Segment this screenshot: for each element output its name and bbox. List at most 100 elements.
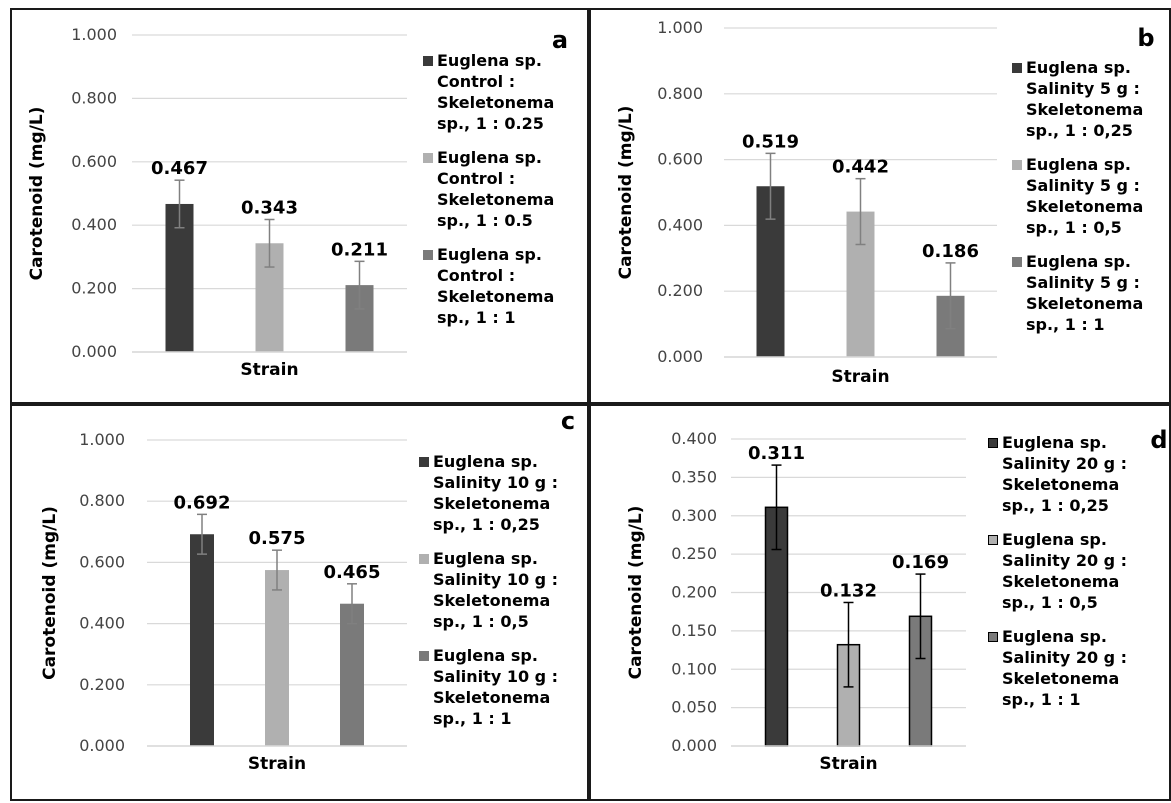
chart-panel-c: 0.000 0.200 0.400 0.600 0.800 1.000 Carotenoid… xyxy=(10,404,589,801)
y-tick-label: 0.600 xyxy=(657,150,703,169)
legend-swatch xyxy=(988,535,998,545)
y-tick-label: 1.000 xyxy=(79,430,125,449)
data-label: 0.692 xyxy=(174,492,231,513)
legend-item: Euglena sp. Salinity 20 g : Skeletonema … xyxy=(988,626,1168,710)
y-tick-label: 0.400 xyxy=(671,429,717,448)
legend-item: Euglena sp. Salinity 20 g : Skeletonema … xyxy=(988,432,1168,516)
y-tick-label: 0.000 xyxy=(671,736,717,755)
y-tick-label: 0.200 xyxy=(71,279,117,298)
legend-label: Euglena sp. Salinity 5 g : Skeletonema s… xyxy=(1026,252,1144,334)
x-axis-title: Strain xyxy=(819,754,877,774)
y-axis-title: Carotenoid (mg/L) xyxy=(616,106,636,280)
legend-swatch xyxy=(419,651,429,661)
data-label: 0.519 xyxy=(742,131,799,152)
legend-label: Euglena sp. Control : Skeletonema sp., 1… xyxy=(437,51,555,133)
legend-swatch xyxy=(988,438,998,448)
legend-swatch xyxy=(988,632,998,642)
data-label: 0.575 xyxy=(249,528,306,549)
chart-plot-c: 0.000 0.200 0.400 0.600 0.800 1.000 Carotenoid… xyxy=(40,407,575,774)
legend-item: Euglena sp. Salinity 5 g : Skeletonema s… xyxy=(1012,154,1170,238)
y-tick-label: 0.400 xyxy=(79,614,125,633)
legend-item: Euglena sp. Salinity 5 g : Skeletonema s… xyxy=(1012,251,1170,335)
y-tick-label: 0.800 xyxy=(79,491,125,510)
chart-panel-b: 0.000 0.200 0.400 0.600 0.800 1.000 Carotenoid… xyxy=(589,8,1171,404)
legend-label: Euglena sp. Salinity 10 g : Skeletonema … xyxy=(433,646,559,728)
legend-swatch xyxy=(419,457,429,467)
legend-label: Euglena sp. Control : Skeletonema sp., 1… xyxy=(437,148,555,230)
chart-panel-a: 0.000 0.200 0.400 0.600 0.800 1.000 Carotenoid… xyxy=(10,8,589,404)
chart-legend-d: Euglena sp. Salinity 20 g : Skeletonema … xyxy=(988,432,1168,723)
y-tick-label: 0.000 xyxy=(657,347,703,366)
legend-label: Euglena sp. Salinity 20 g : Skeletonema … xyxy=(1002,627,1128,709)
bar xyxy=(165,203,194,352)
legend-swatch xyxy=(419,554,429,564)
chart-panel-d: 0.000 0.050 0.100 0.150 0.200 0.250 0.300 0.350… xyxy=(589,404,1171,801)
y-tick-label: 0.200 xyxy=(79,675,125,694)
y-axis-title: Carotenoid (mg/L) xyxy=(27,107,47,281)
data-label: 0.442 xyxy=(832,157,889,178)
legend-swatch xyxy=(423,250,433,260)
legend-item: Euglena sp. Salinity 10 g : Skeletonema … xyxy=(419,645,589,729)
legend-swatch xyxy=(1012,160,1022,170)
y-tick-label: 0.800 xyxy=(657,84,703,103)
legend-swatch xyxy=(1012,257,1022,267)
chart-legend-c: Euglena sp. Salinity 10 g : Skeletonema … xyxy=(419,451,589,742)
bar xyxy=(265,570,289,746)
chart-legend-b: Euglena sp. Salinity 5 g : Skeletonema s… xyxy=(1012,57,1170,348)
data-label: 0.343 xyxy=(241,197,298,218)
y-tick-label: 1.000 xyxy=(71,25,117,44)
y-tick-label: 0.200 xyxy=(657,281,703,300)
panel-letter: c xyxy=(561,407,575,435)
legend-label: Euglena sp. Salinity 5 g : Skeletonema s… xyxy=(1026,155,1144,237)
y-tick-label: 0.150 xyxy=(671,621,717,640)
legend-item: Euglena sp. Salinity 5 g : Skeletonema s… xyxy=(1012,57,1170,141)
x-axis-title: Strain xyxy=(831,367,889,387)
legend-item: Euglena sp. Salinity 10 g : Skeletonema … xyxy=(419,548,589,632)
data-label: 0.186 xyxy=(922,241,979,262)
panel-letter: b xyxy=(1137,24,1154,52)
legend-label: Euglena sp. Salinity 20 g : Skeletonema … xyxy=(1002,530,1128,612)
chart-legend-a: Euglena sp. Control : Skeletonema sp., 1… xyxy=(423,50,588,341)
y-tick-label: 0.600 xyxy=(71,152,117,171)
x-axis-title: Strain xyxy=(240,360,298,380)
data-label: 0.467 xyxy=(151,158,208,179)
legend-label: Euglena sp. Salinity 10 g : Skeletonema … xyxy=(433,549,559,631)
legend-label: Euglena sp. Salinity 20 g : Skeletonema … xyxy=(1002,433,1128,515)
chart-plot-b: 0.000 0.200 0.400 0.600 0.800 1.000 Carotenoid… xyxy=(616,18,1155,387)
legend-label: Euglena sp. Salinity 10 g : Skeletonema … xyxy=(433,452,559,534)
legend-item: Euglena sp. Control : Skeletonema sp., 1… xyxy=(423,244,588,328)
chart-plot-d: 0.000 0.050 0.100 0.150 0.200 0.250 0.300 0.350… xyxy=(626,426,1168,774)
data-label: 0.169 xyxy=(892,552,949,573)
data-label: 0.132 xyxy=(820,580,877,601)
y-tick-label: 0.400 xyxy=(71,215,117,234)
y-axis-title: Carotenoid (mg/L) xyxy=(626,506,646,680)
legend-swatch xyxy=(423,56,433,66)
y-tick-label: 0.400 xyxy=(657,215,703,234)
data-label: 0.465 xyxy=(324,562,381,583)
y-tick-label: 0.800 xyxy=(71,88,117,107)
panel-letter: d xyxy=(1150,426,1167,454)
y-tick-label: 0.100 xyxy=(671,659,717,678)
y-tick-label: 0.600 xyxy=(79,552,125,571)
y-tick-label: 0.250 xyxy=(671,544,717,563)
legend-item: Euglena sp. Control : Skeletonema sp., 1… xyxy=(423,147,588,231)
legend-item: Euglena sp. Control : Skeletonema sp., 1… xyxy=(423,50,588,134)
y-tick-label: 1.000 xyxy=(657,18,703,37)
y-axis-title: Carotenoid (mg/L) xyxy=(40,506,60,680)
y-tick-label: 0.200 xyxy=(671,583,717,602)
y-tick-label: 0.300 xyxy=(671,506,717,525)
legend-swatch xyxy=(423,153,433,163)
bar xyxy=(340,603,364,746)
data-label: 0.211 xyxy=(331,239,388,260)
y-tick-label: 0.000 xyxy=(79,736,125,755)
legend-item: Euglena sp. Salinity 10 g : Skeletonema … xyxy=(419,451,589,535)
bar xyxy=(190,534,214,746)
panel-letter: a xyxy=(552,26,568,54)
legend-item: Euglena sp. Salinity 20 g : Skeletonema … xyxy=(988,529,1168,613)
legend-label: Euglena sp. Control : Skeletonema sp., 1… xyxy=(437,245,555,327)
data-label: 0.311 xyxy=(748,443,805,464)
x-axis-title: Strain xyxy=(248,754,306,774)
y-tick-label: 0.050 xyxy=(671,698,717,717)
y-tick-label: 0.350 xyxy=(671,467,717,486)
y-tick-label: 0.000 xyxy=(71,342,117,361)
